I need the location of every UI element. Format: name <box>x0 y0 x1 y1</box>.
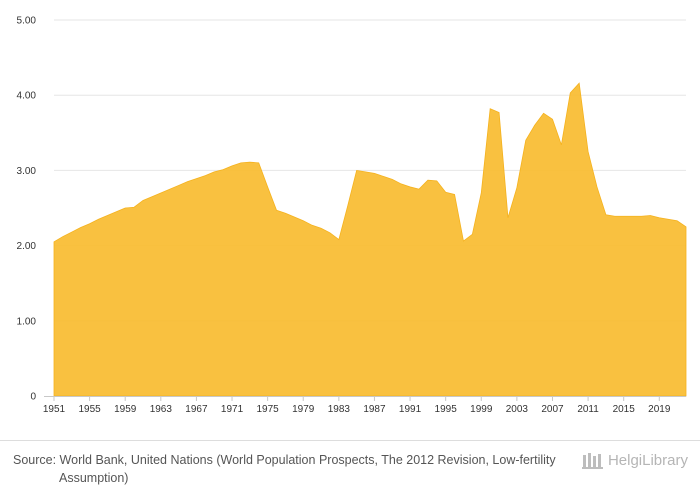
x-axis: 1951 1955 1959 1963 1967 1971 1975 1979 1983 1987… <box>43 396 686 415</box>
y-tick-label: 3.00 <box>17 166 37 177</box>
logo-text: HelgiLibrary <box>607 451 688 469</box>
y-axis: 0 1.00 2.00 3.00 4.00 5.00 <box>17 16 37 403</box>
source-note: Source: World Bank, United Nations (Worl… <box>13 453 556 485</box>
y-tick-label: 5.00 <box>17 16 37 27</box>
x-tick-label: 1951 <box>43 404 66 415</box>
x-tick-label: 1971 <box>221 404 244 415</box>
y-tick-label: 4.00 <box>17 91 37 102</box>
y-tick-label: 1.00 <box>17 316 37 327</box>
footer-divider <box>0 440 700 441</box>
x-tick-label: 1963 <box>150 404 173 415</box>
x-tick-label: 1959 <box>114 404 137 415</box>
x-tick-label: 1967 <box>185 404 208 415</box>
x-tick-label: 1983 <box>328 404 351 415</box>
x-tick-label: 1995 <box>435 404 458 415</box>
x-tick-label: 1991 <box>399 404 422 415</box>
chart: 01.002.003.004.005.00 1951 1955 1959 1963 19… <box>17 16 687 415</box>
y-tick-label: 0 <box>30 392 36 403</box>
x-tick-label: 2007 <box>541 404 564 415</box>
helgi-library-logo[interactable]: HelgiLibrary <box>581 451 688 469</box>
library-logo-icon <box>581 453 603 469</box>
x-tick-label: 1975 <box>257 404 280 415</box>
x-tick-label: 1987 <box>363 404 386 415</box>
x-tick-label: 2015 <box>613 404 636 415</box>
y-tick-label: 2.00 <box>17 241 37 252</box>
x-tick-label: 1955 <box>78 404 101 415</box>
x-tick-label: 2019 <box>648 404 671 415</box>
x-tick-label: 2003 <box>506 404 529 415</box>
area-series <box>53 82 687 397</box>
x-tick-label: 1979 <box>292 404 315 415</box>
x-tick-label: 2011 <box>577 404 599 415</box>
plot-area <box>53 82 687 397</box>
x-tick-label: 1999 <box>470 404 493 415</box>
